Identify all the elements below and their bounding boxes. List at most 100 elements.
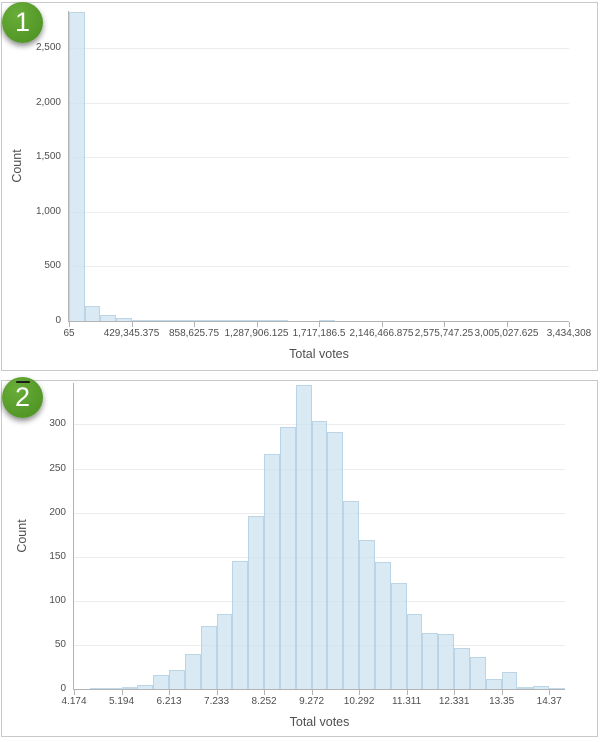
histogram-bar[interactable] [264, 453, 280, 689]
histogram-bar[interactable] [225, 320, 241, 321]
histogram-bar[interactable] [232, 561, 249, 689]
histogram-bar[interactable] [89, 688, 106, 689]
x-tick-label: 7.233 [204, 696, 230, 707]
x-tick-label: 14.37 [536, 696, 562, 707]
gridline [69, 157, 569, 159]
x-tick-label: 3,434,308 [546, 328, 592, 339]
histogram-bar[interactable] [184, 653, 201, 689]
histogram-bar[interactable] [137, 684, 154, 689]
histogram-bar[interactable] [549, 688, 565, 689]
histogram-bar[interactable] [359, 539, 375, 689]
axis-line-x [74, 689, 565, 690]
histogram-bar[interactable] [327, 431, 344, 689]
histogram-bar[interactable] [169, 669, 185, 689]
histogram-bar[interactable] [194, 320, 210, 321]
histogram-bar[interactable] [209, 320, 226, 321]
histogram-bar[interactable] [374, 562, 391, 689]
histogram-bar[interactable] [272, 320, 288, 321]
histogram-bar[interactable] [469, 657, 486, 689]
histogram-bar[interactable] [153, 674, 170, 689]
step-badge-2-label: 2 [14, 382, 31, 412]
histogram-bar[interactable] [343, 501, 360, 689]
histogram-bar[interactable] [248, 516, 265, 689]
histogram-bar[interactable] [69, 11, 85, 321]
x-tick-mark [501, 690, 503, 695]
x-tick-mark [194, 322, 195, 327]
y-tick-label: 200 [49, 506, 66, 518]
histogram-bar[interactable] [438, 634, 455, 689]
x-tick-label: 12.331 [438, 696, 470, 707]
x-tick-mark [359, 690, 361, 695]
x-tick-mark [169, 690, 171, 695]
y-tick-label: 2,500 [35, 42, 61, 54]
x-tick-mark [444, 322, 445, 327]
histogram-card-2: 2 Count 0 50 100 150 200 250 300 4.174 5.194 6.21… [1, 377, 598, 737]
x-tick-mark [319, 322, 320, 327]
x-tick-mark [216, 690, 218, 695]
histogram-bar[interactable] [517, 687, 534, 689]
histogram-bar[interactable] [121, 687, 138, 689]
y-tick-label: 2,000 [35, 96, 61, 108]
badge-artifact-dash [16, 381, 30, 383]
step-badge-1-label: 1 [14, 7, 31, 37]
x-tick-mark [569, 322, 570, 327]
y-tick-label: 100 [49, 594, 66, 606]
x-tick-mark [264, 690, 266, 695]
histogram-bar[interactable] [84, 305, 101, 321]
histogram-bar[interactable] [311, 420, 328, 689]
x-axis-title-2: Total votes [289, 715, 350, 729]
histogram-bar[interactable] [200, 625, 217, 689]
x-tick-mark [74, 690, 75, 695]
histogram-bar[interactable] [240, 320, 257, 321]
histogram-bar[interactable] [115, 317, 132, 321]
y-tick-label: 50 [54, 638, 66, 650]
histogram-bar[interactable] [295, 384, 312, 689]
x-tick-mark [381, 322, 383, 327]
histogram-bar[interactable] [100, 314, 116, 321]
histogram-bar[interactable] [390, 583, 407, 689]
x-tick-label: 10.292 [343, 696, 375, 707]
histogram-bar[interactable] [501, 672, 518, 689]
histogram-bar[interactable] [533, 686, 550, 689]
axis-line-y [73, 383, 74, 690]
histogram-bar[interactable] [422, 632, 439, 689]
histogram-bar[interactable] [105, 688, 122, 689]
axis-line-x [69, 321, 569, 322]
y-tick-label: 150 [49, 550, 66, 562]
gridline [69, 211, 569, 213]
histogram-bar[interactable] [319, 320, 335, 321]
histogram-bar[interactable] [406, 614, 423, 689]
x-tick-mark [549, 690, 551, 695]
gridline [69, 266, 569, 268]
x-tick-label: 3,005,027.625 [474, 328, 539, 339]
histogram-bar[interactable] [216, 614, 233, 689]
histogram-bar[interactable] [131, 320, 148, 321]
x-tick-label: 1,717,186.5 [292, 328, 346, 339]
gridline [69, 48, 569, 50]
x-tick-label: 4.174 [61, 696, 87, 707]
x-tick-mark [311, 690, 313, 695]
x-tick-label: 6.213 [156, 696, 182, 707]
x-tick-label: 9.272 [299, 696, 325, 707]
y-tick-label: 1,500 [35, 151, 61, 163]
histogram-card-1: 1 Count 0 500 1,000 1,500 2,000 2,500 65 429,34… [1, 2, 598, 371]
x-tick-label: 1,287,906.125 [224, 328, 289, 339]
x-tick-label: 429,345.375 [103, 328, 160, 339]
plot-area-1: 0 500 1,000 1,500 2,000 2,500 65 429,345.375 858… [36, 11, 591, 339]
x-tick-label: 65 [63, 328, 75, 339]
y-tick-label: 1,000 [35, 205, 61, 217]
histogram-bar[interactable] [279, 427, 296, 689]
histogram-bar[interactable] [454, 648, 470, 689]
x-tick-mark [454, 690, 456, 695]
histogram-bar[interactable] [256, 320, 273, 321]
histogram-bar[interactable] [147, 320, 163, 321]
histogram-bar[interactable] [162, 320, 179, 321]
x-tick-label: 5.194 [109, 696, 135, 707]
x-tick-mark [69, 322, 70, 327]
histogram-bar[interactable] [178, 320, 194, 321]
histogram-bar[interactable] [485, 679, 502, 689]
y-axis-title-2: Count [15, 519, 29, 553]
x-tick-mark [131, 322, 133, 327]
x-tick-label: 858,625.75 [168, 328, 220, 339]
